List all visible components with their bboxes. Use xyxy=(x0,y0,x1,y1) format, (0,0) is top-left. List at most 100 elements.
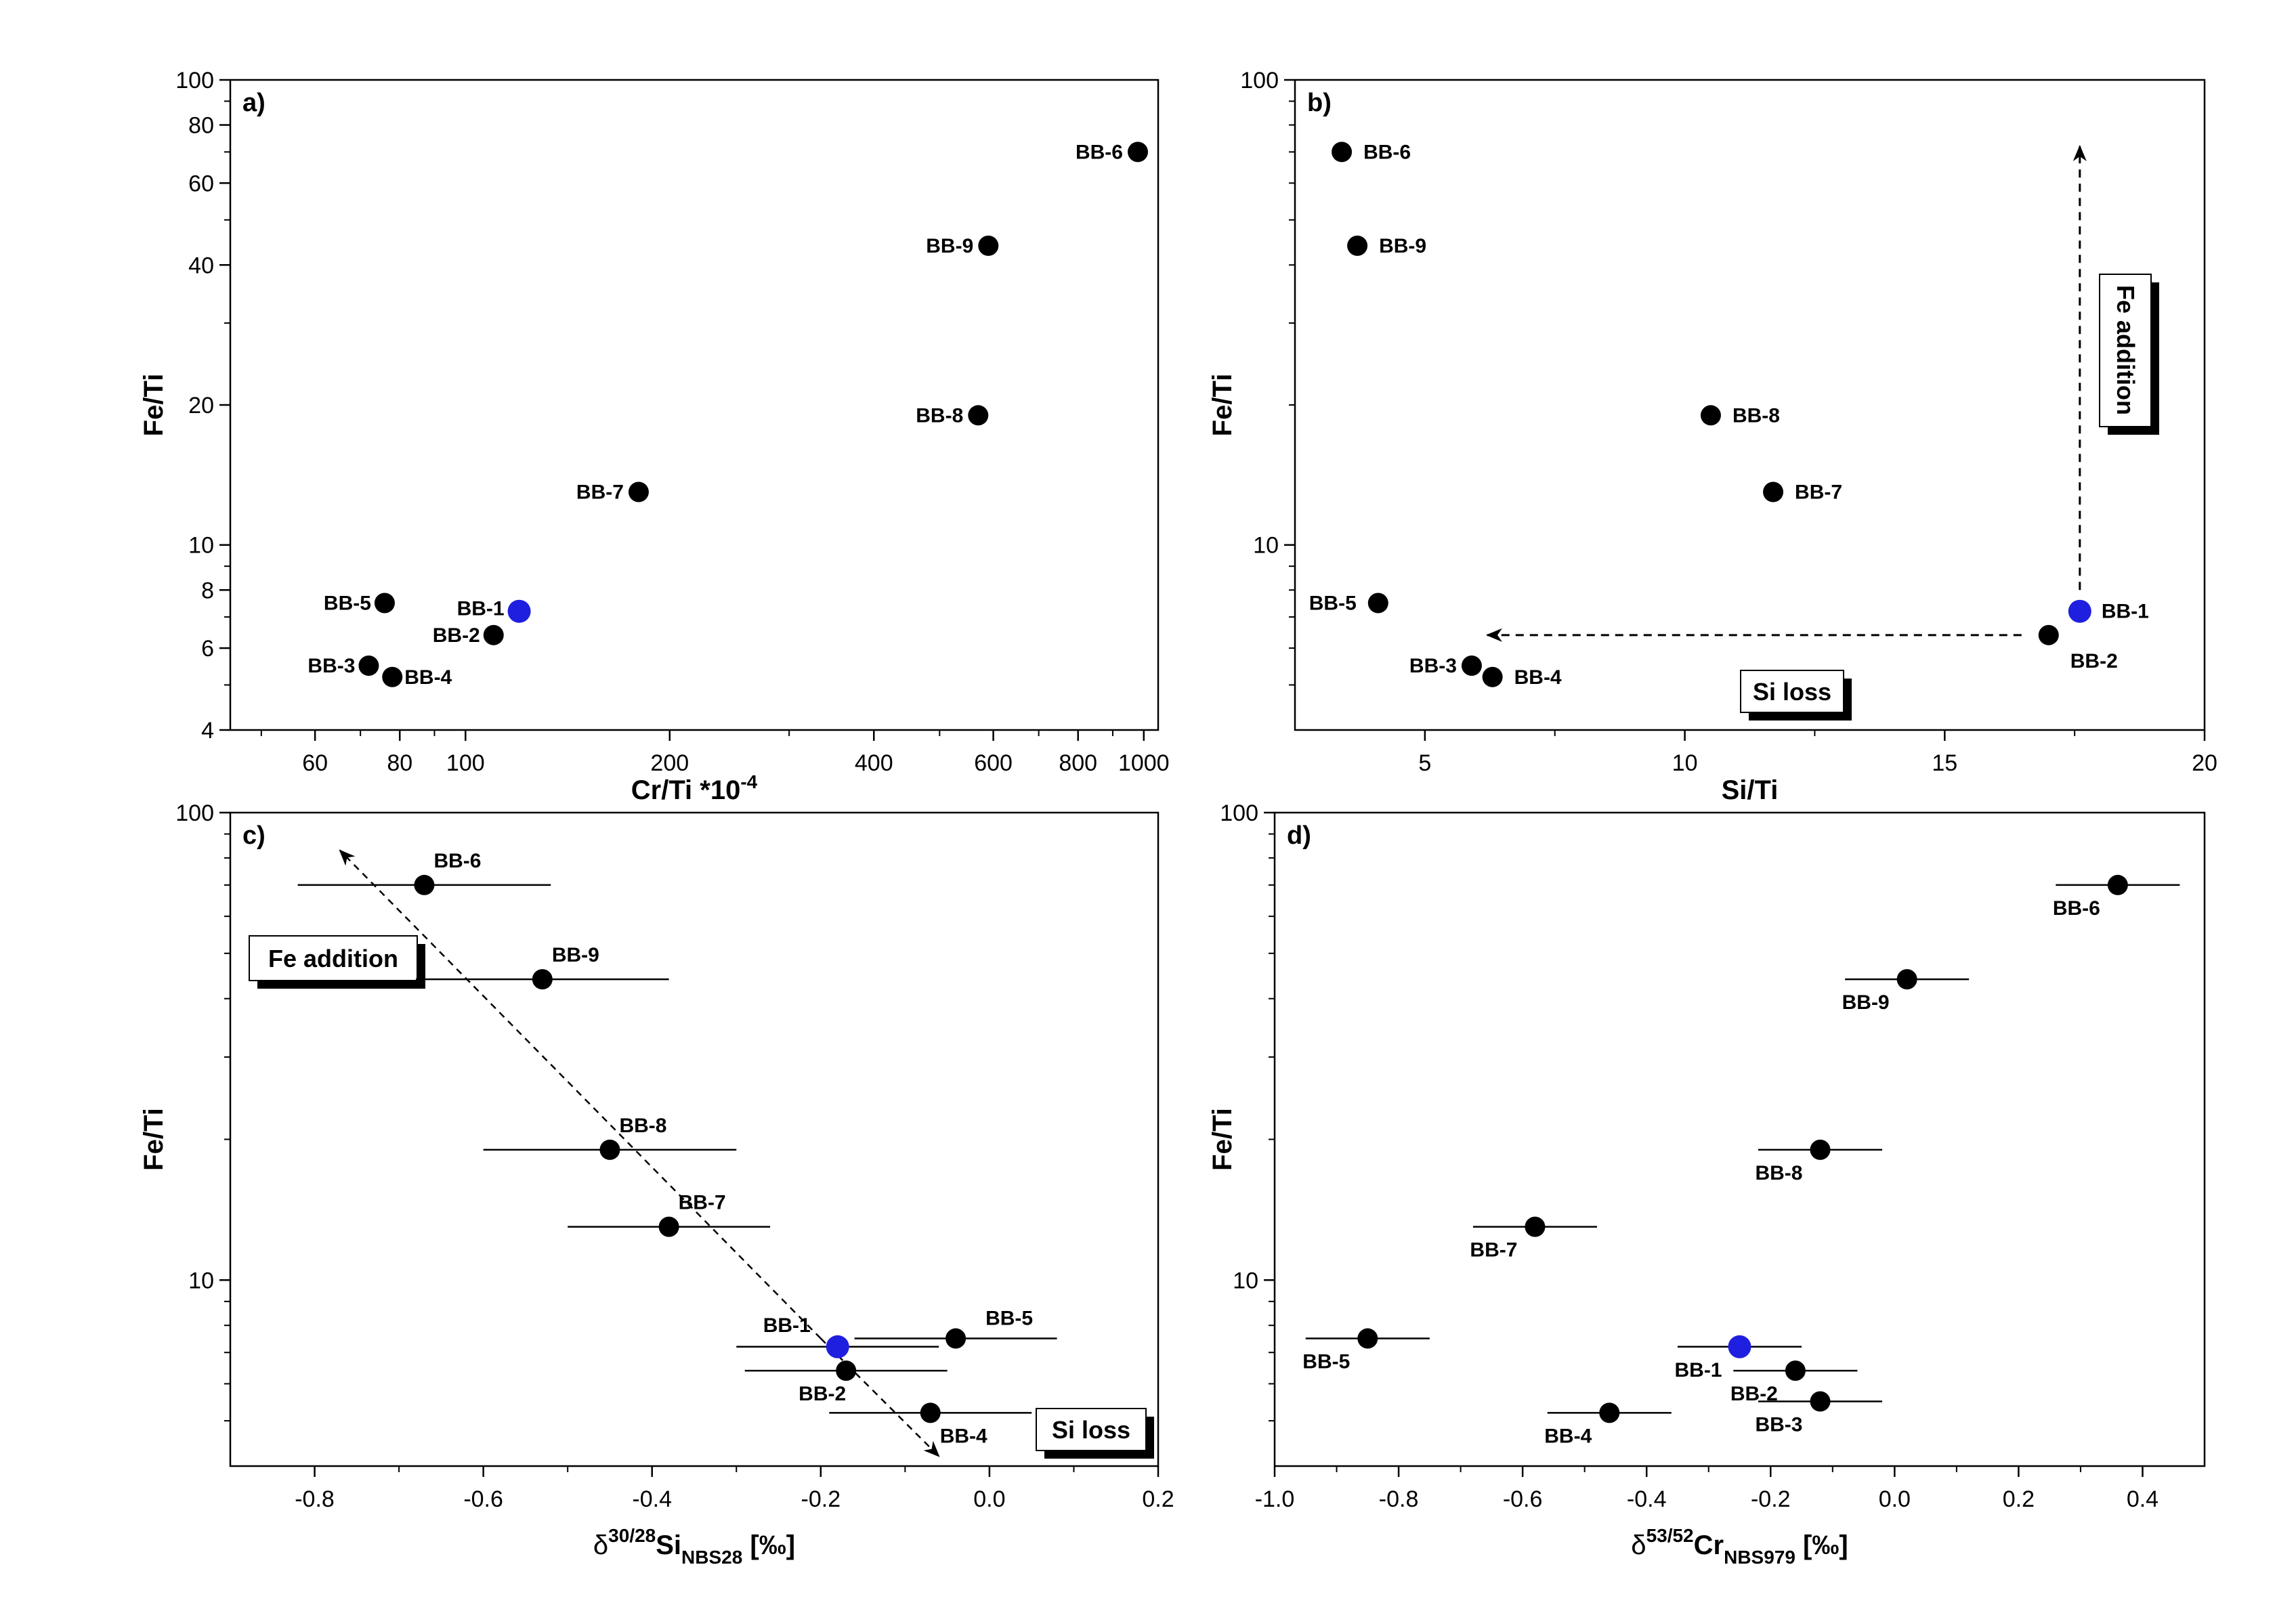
point-label-bb-8: BB-8 xyxy=(916,404,963,427)
point-label-bb-7: BB-7 xyxy=(1470,1239,1517,1262)
point-label-bb-1: BB-1 xyxy=(457,598,505,620)
x-axis-label: Si/Ti xyxy=(1722,775,1779,805)
x-tick-label: -0.6 xyxy=(1503,1486,1543,1512)
point-label-bb-6: BB-6 xyxy=(2053,897,2100,920)
x-tick-label: -0.4 xyxy=(632,1486,672,1512)
x-axis-label-subscript: NBS979 xyxy=(1724,1547,1795,1568)
point-label-bb-6: BB-6 xyxy=(1363,141,1411,163)
y-tick-label: 20 xyxy=(188,393,214,418)
point-label-bb-7: BB-7 xyxy=(1795,481,1842,503)
point-bb-3 xyxy=(358,656,379,676)
y-tick-label: 100 xyxy=(175,68,214,93)
fe-addition-note-box xyxy=(2099,274,2152,427)
x-axis-label-delta: δ xyxy=(1631,1530,1646,1560)
point-label-bb-9: BB-9 xyxy=(1842,991,1890,1014)
x-tick-label: 5 xyxy=(1418,750,1431,776)
plot-frame xyxy=(229,811,1160,1467)
y-axis-label: Fe/Ti xyxy=(1208,1108,1237,1171)
x-tick-label: 100 xyxy=(446,750,485,776)
x-tick-label: -0.4 xyxy=(1627,1486,1667,1512)
si-loss-note-box xyxy=(1036,1408,1147,1451)
point-bb-9 xyxy=(1896,969,1917,990)
point-bb-5 xyxy=(945,1328,966,1349)
y-tick-label: 10 xyxy=(1233,1268,1258,1293)
point-bb-7 xyxy=(658,1216,679,1237)
point-label-bb-2: BB-2 xyxy=(799,1383,846,1405)
x-axis-label: Cr/Ti *10-4 xyxy=(631,771,758,805)
y-axis-label: Fe/Ti xyxy=(1208,374,1237,437)
point-bb-2 xyxy=(836,1360,857,1381)
panel-label: b) xyxy=(1307,89,1332,117)
x-tick-label: 10 xyxy=(1672,750,1698,776)
panel-label: d) xyxy=(1287,821,1311,850)
si-loss-arrow xyxy=(820,1337,940,1457)
y-tick-label: 60 xyxy=(188,171,214,196)
x-axis-label-delta: δ xyxy=(593,1530,608,1560)
x-tick-label: 80 xyxy=(387,750,412,776)
y-axis-label: Fe/Ti xyxy=(139,374,169,437)
x-axis-label: δ53/52CrNBS979 [‰] xyxy=(1631,1525,1848,1568)
point-label-bb-9: BB-9 xyxy=(1379,235,1426,257)
x-tick-label: -0.2 xyxy=(801,1486,841,1512)
point-bb-9 xyxy=(978,235,999,256)
point-bb-1 xyxy=(507,599,531,623)
si-loss-note-box xyxy=(1740,670,1844,713)
point-bb-7 xyxy=(1525,1216,1546,1237)
point-label-bb-2: BB-2 xyxy=(433,624,480,647)
x-tick-label: 800 xyxy=(1059,750,1097,776)
y-tick-label: 100 xyxy=(175,800,214,826)
x-axis-label-superscript: 53/52 xyxy=(1646,1525,1694,1546)
point-bb-9 xyxy=(1347,235,1368,256)
panel-a-plot: 4 6 8 10 20 40 60 80 100 60 80 100 200 400 600 800 1000 a… xyxy=(139,68,1170,805)
x-axis-label-main: Cr/Ti *10 xyxy=(631,775,741,805)
x-axis-label-element: Si xyxy=(656,1530,681,1560)
y-tick-label: 6 xyxy=(201,636,214,662)
x-tick-label: -0.8 xyxy=(295,1486,335,1512)
point-bb-1 xyxy=(2068,599,2091,623)
y-tick-label: 100 xyxy=(1240,68,1279,93)
point-bb-8 xyxy=(1700,405,1721,426)
fe-addition-note-text: Fe addition xyxy=(268,945,398,972)
point-label-bb-4: BB-4 xyxy=(1514,666,1562,689)
point-bb-6 xyxy=(1127,142,1148,163)
point-label-bb-5: BB-5 xyxy=(1309,593,1357,615)
point-label-bb-8: BB-8 xyxy=(619,1115,666,1137)
point-bb-4 xyxy=(920,1402,941,1423)
fe-addition-note-box xyxy=(249,935,418,981)
x-tick-label: 200 xyxy=(650,750,689,776)
point-bb-6 xyxy=(414,874,435,895)
point-label-bb-4: BB-4 xyxy=(404,666,452,689)
point-label-bb-8: BB-8 xyxy=(1732,404,1780,427)
x-axis-label-subscript: NBS28 xyxy=(681,1547,742,1568)
plot-frame xyxy=(229,79,1160,731)
y-tick-label: 10 xyxy=(188,1268,214,1293)
point-bb-6 xyxy=(1332,142,1353,163)
x-tick-label: 600 xyxy=(974,750,1013,776)
point-label-bb-4: BB-4 xyxy=(940,1425,987,1447)
y-tick-label: 80 xyxy=(188,113,214,139)
x-tick-label: 1000 xyxy=(1118,750,1170,776)
point-label-bb-6: BB-6 xyxy=(433,850,481,872)
y-axis-label: Fe/Ti xyxy=(139,1108,169,1171)
fe-addition-arrow xyxy=(339,849,822,1339)
point-bb-4 xyxy=(1599,1402,1620,1423)
x-axis-label-element: Cr xyxy=(1694,1530,1724,1560)
x-tick-label: -0.2 xyxy=(1751,1486,1791,1512)
point-bb-2 xyxy=(2038,624,2059,645)
x-tick-label: -0.6 xyxy=(463,1486,503,1512)
x-tick-label: 400 xyxy=(855,750,893,776)
panel-label: a) xyxy=(242,89,265,117)
panel-b-plot: 10 100 5 10 15 20 b) Fe/Ti Si/Ti Fe addition Si lo… xyxy=(1208,68,2217,805)
x-tick-label: 60 xyxy=(302,750,328,776)
panel-c-plot: 10 100 -0.8 -0.6 -0.4 -0.2 0.0 0.2 c) Fe/Ti δ30/28… xyxy=(139,800,1174,1568)
point-label-bb-9: BB-9 xyxy=(552,944,599,966)
point-bb-5 xyxy=(374,593,395,614)
point-label-bb-5: BB-5 xyxy=(985,1308,1033,1330)
point-label-bb-8: BB-8 xyxy=(1755,1162,1802,1184)
point-bb-8 xyxy=(599,1139,620,1160)
y-tick-label: 10 xyxy=(188,533,214,559)
x-tick-label: -1.0 xyxy=(1255,1486,1295,1512)
point-bb-1 xyxy=(1728,1335,1751,1358)
x-tick-label: 0.2 xyxy=(1142,1486,1174,1512)
x-axis-label-unit: [‰] xyxy=(1795,1530,1848,1560)
